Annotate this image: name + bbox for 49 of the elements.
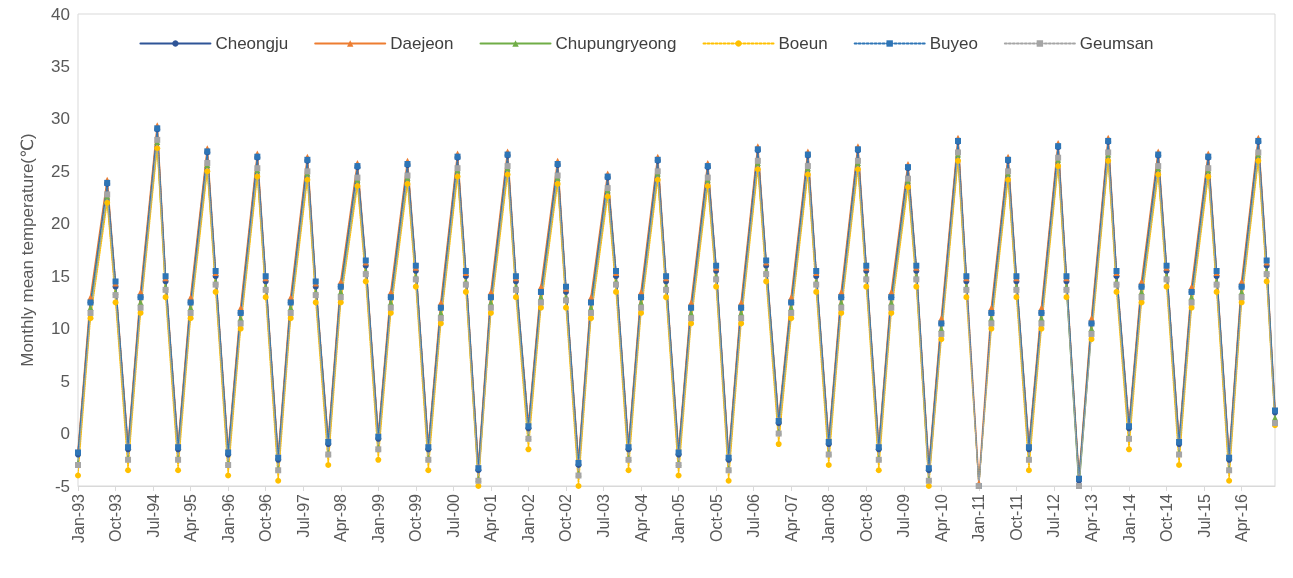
x-tick-label: Oct-11 [1007,493,1025,541]
x-tick-label: Oct-14 [1158,493,1176,543]
x-tick-label: Jan-93 [69,493,87,543]
legend-label: Cheongju [215,34,289,53]
y-tick-label: 0 [60,424,70,444]
x-tick-label: Jan-08 [820,493,838,543]
x-tick-label: Oct-05 [707,493,725,543]
x-tick-label: Jul-09 [895,493,913,538]
y-tick-label: 5 [60,371,70,391]
x-tick-label: Apr-01 [482,493,500,543]
y-tick-label: 25 [51,161,70,181]
x-tick-label: Oct-96 [257,493,275,543]
x-tick-label: Apr-04 [632,493,650,543]
legend-label: Buyeo [929,34,978,53]
x-tick-label: Apr-10 [932,493,950,543]
x-tick-label: Oct-93 [107,493,125,543]
legend-label: Daejeon [390,34,454,53]
x-tick-label: Jul-97 [294,493,312,538]
x-tick-label: Jul-03 [595,493,613,538]
x-tick-label: Oct-99 [407,493,425,543]
x-tick-label: Jan-05 [670,493,688,543]
x-tick-label: Jul-15 [1195,493,1213,538]
y-tick-label: 10 [51,319,70,339]
x-tick-label: Jan-11 [970,493,988,542]
y-tick-label: 15 [51,266,70,286]
legend-label: Chupungryeong [555,34,677,53]
x-tick-label: Apr-95 [182,493,200,543]
y-axis-title: Monthly mean temperature(℃) [18,133,37,367]
x-tick-label: Apr-13 [1082,493,1100,543]
x-tick-label: Jan-14 [1120,493,1138,543]
x-tick-label: Apr-98 [332,493,350,543]
y-tick-label: 20 [51,214,70,234]
x-tick-label: Jul-06 [745,493,763,538]
x-tick-label: Oct-08 [857,493,875,543]
x-tick-label: Apr-07 [782,493,800,543]
x-tick-label: Apr-16 [1233,493,1251,543]
y-tick-label: 40 [51,4,70,24]
x-tick-label: Jul-94 [144,493,162,538]
y-tick-label: -5 [54,476,70,496]
x-tick-label: Jul-12 [1045,493,1063,538]
x-tick-label: Jan-99 [369,493,387,543]
x-tick-label: Oct-02 [557,493,575,543]
x-tick-label: Jan-96 [219,493,237,543]
x-tick-label: Jul-00 [444,493,462,538]
legend-label: Boeun [778,34,828,53]
y-tick-label: 30 [51,109,70,129]
legend-label: Geumsan [1079,34,1154,53]
x-tick-label: Jan-02 [519,493,537,543]
y-tick-label: 35 [51,56,70,76]
